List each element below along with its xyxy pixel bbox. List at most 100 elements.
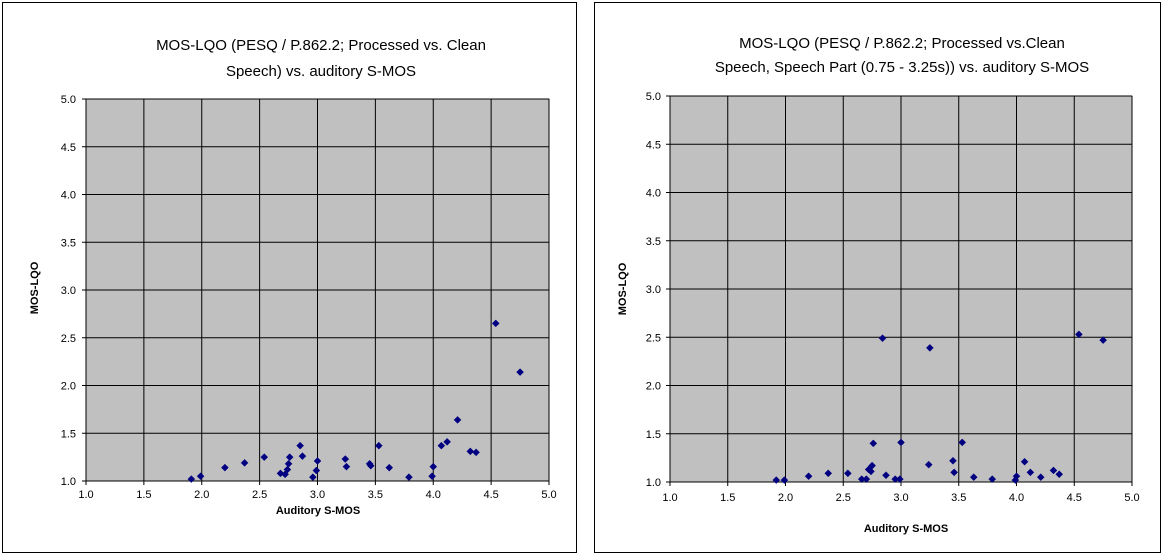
data-point [285,453,294,461]
data-point [949,456,957,465]
data-point [221,463,229,472]
x-axis-label: Auditory S-MOS [864,523,948,535]
data-point [260,453,269,461]
data-point [867,467,875,476]
x-tick-label: 3.0 [310,489,325,501]
data-point [443,437,451,446]
data-point [313,457,322,465]
y-tick-label: 4.0 [61,190,76,202]
data-point [1055,470,1064,479]
y-tick-label: 4.5 [646,139,661,151]
x-tick-label: 1.5 [720,492,735,504]
scatter-chart-left: 1.0 1.5 2.0 2.5 3.0 3.5 4.0 4.5 5.0 1.0 1.5 2.0 2.5 3… [29,37,557,517]
data-point [780,476,789,484]
x-tick-label: 5.0 [1124,492,1139,504]
y-axis-label: MOS-LQO [29,261,41,314]
chart-title-line-1: MOS-LQO (PESQ / P.862.2; Processed vs.Cl… [739,35,1065,52]
data-point [429,462,438,471]
data-point [296,441,304,450]
chart-panel-right: 1.0 1.5 2.0 2.5 3.0 3.5 4.0 4.5 5.0 1.0 1.5 2.0 2.5 3… [594,2,1161,553]
data-point [466,447,475,456]
data-point [312,466,321,475]
data-point [882,471,890,480]
chart-title-line-2: Speech) vs. auditory S-MOS [226,63,416,80]
x-tick-label: 4.0 [426,489,441,501]
data-point [878,334,887,343]
data-point [1026,468,1035,477]
x-tick-label: 1.5 [136,489,151,501]
data-point [969,473,978,482]
data-point [240,459,249,467]
x-tick-label: 4.0 [1009,492,1024,504]
x-axis-label: Auditory S-MOS [276,505,360,517]
data-point [844,469,852,478]
x-tick-label: 3.0 [893,492,908,504]
data-point [868,461,876,470]
data-point [385,463,394,472]
x-tick-label: 5.0 [541,489,556,501]
data-point [366,461,375,470]
y-tick-label: 1.0 [646,477,661,489]
y-tick-label: 2.5 [646,332,661,344]
data-point [491,319,500,328]
scatter-chart-right: 1.0 1.5 2.0 2.5 3.0 3.5 4.0 4.5 5.0 1.0 1.5 2.0 2.5 3… [617,35,1140,535]
y-tick-label: 2.0 [61,381,76,393]
data-point [405,473,413,482]
y-tick-label: 2.5 [61,333,76,345]
y-tick-label: 5.0 [61,94,76,106]
data-point [869,439,878,448]
y-tick-label: 4.5 [61,142,76,154]
y-tick-label: 2.0 [646,381,661,393]
x-tick-label: 4.5 [483,489,498,501]
data-point [1075,330,1083,339]
x-tick-label: 2.0 [194,489,209,501]
y-tick-label: 1.5 [646,429,661,441]
data-point [284,459,293,468]
data-point [1020,457,1029,466]
data-point [897,438,905,447]
data-point [958,438,967,447]
y-tick-label: 4.0 [646,188,661,200]
data-point [341,455,350,463]
y-tick-label: 3.0 [646,284,661,296]
data-point [824,469,833,478]
y-tick-label: 3.5 [646,236,661,248]
data-point [309,473,317,482]
y-tick-label: 3.0 [61,285,76,297]
data-point [1036,473,1045,482]
data-point [472,448,480,457]
data-point [298,452,307,461]
data-point [1099,336,1107,344]
y-tick-label: 1.0 [61,476,76,488]
data-point [1012,472,1021,481]
data-point [374,441,383,450]
data-point [924,460,933,469]
data-point [926,344,934,352]
y-tick-label: 5.0 [646,91,661,103]
x-tick-label: 1.0 [662,492,677,504]
x-tick-label: 3.5 [368,489,383,501]
chart-title-line-1: MOS-LQO (PESQ / P.862.2; Processed vs. C… [156,37,486,54]
data-point [428,472,436,481]
data-point [862,475,871,483]
data-point [437,441,446,450]
y-tick-label: 1.5 [61,428,76,440]
data-point [1049,466,1058,475]
data-point [772,476,781,484]
x-tick-label: 3.5 [951,492,966,504]
data-point [187,475,196,483]
data-point [950,468,958,477]
x-tick-label: 2.5 [252,489,267,501]
data-point [895,475,904,483]
y-axis-label: MOS-LQO [617,262,629,315]
data-point [196,472,205,481]
x-tick-label: 2.0 [778,492,793,504]
data-point [988,475,997,483]
x-tick-label: 2.5 [836,492,851,504]
chart-title-line-2: Speech, Speech Part (0.75 - 3.25s)) vs. … [715,59,1089,76]
x-tick-label: 4.5 [1067,492,1082,504]
x-tick-label: 1.0 [78,489,93,501]
data-point [516,368,524,376]
chart-panel-left: 1.0 1.5 2.0 2.5 3.0 3.5 4.0 4.5 5.0 1.0 1.5 2.0 2.5 3… [2,2,577,553]
data-point [804,472,813,481]
